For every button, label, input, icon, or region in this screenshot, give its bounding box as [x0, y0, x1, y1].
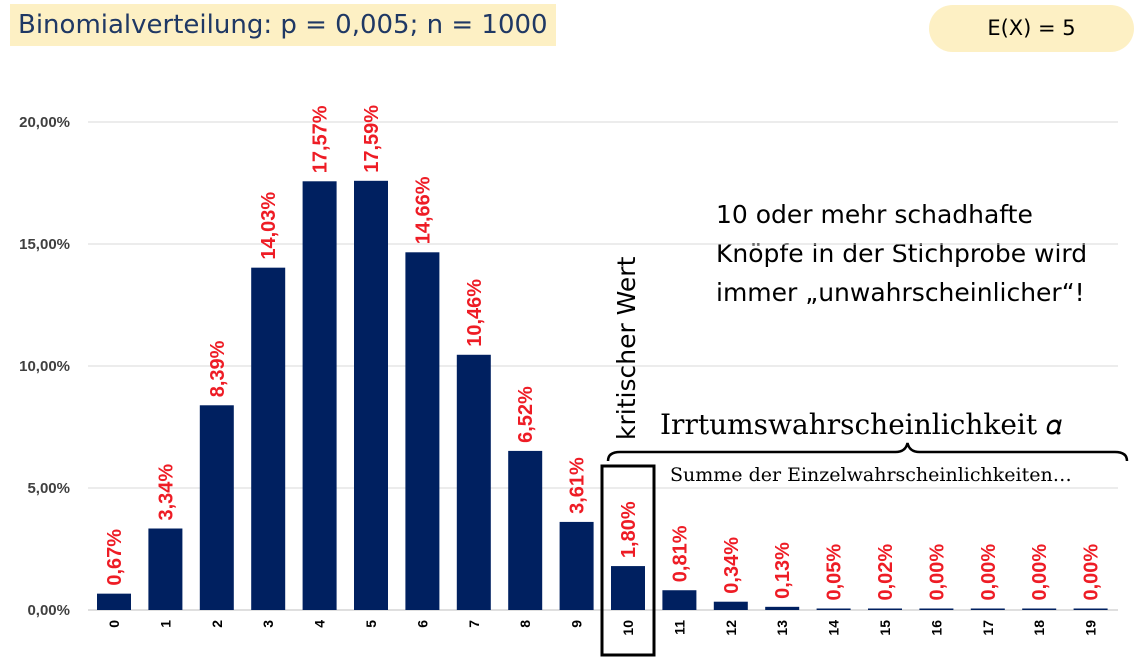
- bar: [919, 608, 954, 610]
- bar: [199, 405, 234, 610]
- bar: [611, 566, 645, 610]
- x-tick-label: 15: [877, 620, 893, 636]
- bar: [354, 180, 388, 610]
- note-line-3: immer „unwahrscheinlicher“!: [716, 278, 1085, 307]
- sum-label: Summe der Einzelwahrscheinlichkeiten…: [670, 464, 1072, 486]
- data-labels: 0,67% 3,34% 8,39% 14,03% 17,57% 17,59% 14,66% 1…: [104, 105, 1103, 601]
- annotation-note: 10 oder mehr schadhafte Knöpfe in der St…: [716, 195, 1136, 312]
- data-label: 0,00%: [978, 544, 1000, 601]
- data-label: 0,67%: [104, 529, 126, 586]
- note-line-1: 10 oder mehr schadhafte: [716, 200, 1033, 229]
- bar: [868, 608, 902, 610]
- x-tick-label: 2: [209, 620, 225, 628]
- data-label: 6,52%: [515, 386, 537, 443]
- data-label: 1,80%: [618, 501, 640, 558]
- data-label: 10,46%: [464, 279, 486, 347]
- data-label: 0,05%: [824, 544, 846, 601]
- data-label: 8,39%: [207, 340, 229, 397]
- bar: [1073, 608, 1108, 610]
- bar: [456, 354, 491, 610]
- bar: [970, 608, 1005, 610]
- data-label: 0,02%: [875, 544, 897, 601]
- x-tick-label: 10: [620, 620, 636, 636]
- bar: [559, 521, 594, 610]
- bar: [302, 181, 337, 611]
- bar: [405, 252, 440, 610]
- x-tick-label: 17: [980, 620, 996, 636]
- data-label: 0,81%: [669, 525, 691, 582]
- data-label: 0,13%: [772, 542, 794, 599]
- bar: [251, 267, 286, 610]
- y-tick-label: 15,00%: [19, 236, 70, 253]
- data-label: 0,00%: [926, 544, 948, 601]
- y-tick-labels: 0,00% 5,00% 10,00% 15,00% 20,00%: [19, 114, 70, 619]
- x-tick-label: 9: [569, 620, 585, 628]
- x-tick-label: 13: [774, 620, 790, 636]
- bar: [765, 606, 800, 610]
- data-label: 17,59%: [361, 105, 383, 173]
- bar: [97, 593, 131, 610]
- y-tick-label: 10,00%: [19, 358, 70, 375]
- x-tick-label: 12: [723, 620, 739, 636]
- chart-title: Binomialverteilung: p = 0,005; n = 1000: [10, 4, 556, 46]
- x-tick-label: 6: [414, 620, 430, 628]
- y-tick-label: 20,00%: [19, 114, 70, 131]
- alpha-label: Irrtumswahrscheinlichkeit 𝛼: [660, 408, 1063, 441]
- data-label: 14,03%: [258, 192, 280, 260]
- data-label: 0,00%: [1081, 544, 1103, 601]
- y-tick-label: 0,00%: [27, 602, 70, 619]
- data-label: 17,57%: [310, 105, 332, 173]
- x-tick-label: 3: [260, 620, 276, 628]
- critical-value-box: [600, 464, 656, 657]
- alpha-brace: [606, 442, 1129, 462]
- x-tick-label: 11: [671, 620, 687, 635]
- data-label: 3,61%: [567, 457, 589, 514]
- x-tick-label: 19: [1083, 620, 1099, 636]
- bars: [97, 180, 1108, 611]
- bar: [1022, 608, 1057, 610]
- data-label: 3,34%: [155, 464, 177, 521]
- x-tick-label: 16: [928, 620, 944, 636]
- bar: [148, 528, 183, 610]
- expectation-badge: E(X) = 5: [929, 5, 1134, 52]
- data-label: 0,34%: [721, 537, 743, 594]
- x-tick-label: 18: [1031, 620, 1047, 636]
- x-tick-label: 8: [517, 620, 533, 628]
- x-tick-label: 14: [826, 620, 842, 636]
- bar: [816, 608, 851, 610]
- bar: [713, 601, 748, 610]
- x-tick-label: 1: [157, 620, 173, 628]
- x-tick-label: 0: [106, 620, 122, 628]
- x-tick-labels: 0 1 2 3 4 5 6 7 8 9 10 11 12 13 14 15 16 17 18 19: [106, 620, 1099, 636]
- y-tick-label: 5,00%: [27, 480, 70, 497]
- bar: [662, 590, 697, 610]
- x-tick-label: 5: [363, 620, 379, 628]
- bar: [508, 450, 543, 610]
- x-tick-label: 7: [466, 620, 482, 628]
- data-label: 14,66%: [412, 176, 434, 244]
- x-tick-label: 4: [312, 620, 328, 628]
- data-label: 0,00%: [1029, 544, 1051, 601]
